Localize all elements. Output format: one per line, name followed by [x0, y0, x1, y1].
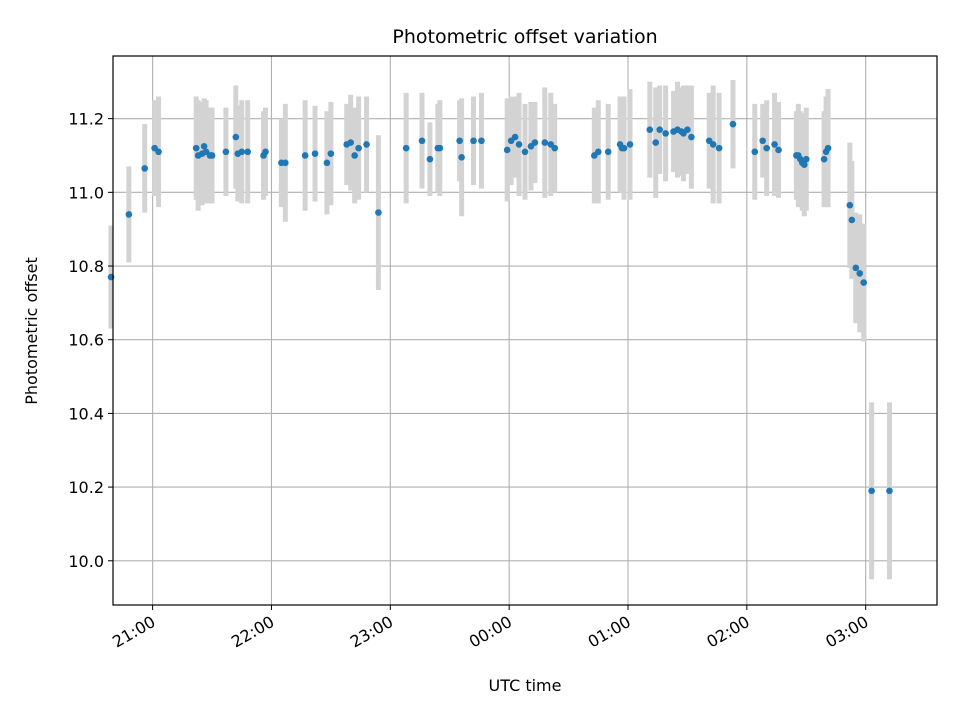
data-point	[200, 142, 208, 150]
data-point	[759, 137, 766, 145]
y-tick-label: 10.0	[68, 552, 104, 571]
data-point	[282, 159, 289, 167]
data-point	[436, 144, 444, 152]
data-point	[852, 264, 860, 272]
data-point	[800, 161, 808, 168]
data-point	[375, 209, 382, 216]
data-point	[301, 152, 309, 159]
data-point	[551, 144, 559, 152]
data-point	[656, 126, 663, 133]
data-point	[355, 144, 362, 152]
y-tick-label: 11.2	[68, 110, 104, 129]
data-point	[347, 139, 354, 146]
data-point	[646, 126, 654, 133]
data-point	[763, 144, 770, 152]
y-tick-label: 10.8	[68, 257, 104, 276]
data-point	[503, 146, 511, 154]
data-point	[511, 133, 519, 141]
y-tick-label: 11.0	[68, 183, 104, 202]
data-point	[868, 487, 875, 495]
data-point	[820, 155, 828, 163]
data-point	[232, 133, 240, 141]
data-point	[848, 216, 856, 224]
data-point	[402, 144, 410, 152]
data-point	[604, 148, 612, 156]
data-point	[886, 487, 893, 495]
data-point	[771, 141, 778, 148]
data-point	[141, 165, 148, 172]
data-point	[238, 148, 246, 156]
data-point	[363, 141, 370, 148]
y-tick-label: 10.2	[68, 478, 104, 497]
data-points	[107, 120, 893, 495]
data-point	[751, 148, 759, 156]
data-point	[662, 130, 669, 137]
data-point	[521, 148, 529, 156]
x-axis-title: UTC time	[489, 676, 562, 695]
data-point	[244, 148, 251, 156]
chart-title: Photometric offset variation	[392, 26, 657, 48]
y-tick-label: 10.4	[68, 404, 104, 423]
data-point	[531, 139, 539, 146]
data-point	[626, 141, 634, 148]
data-point	[688, 133, 695, 141]
data-point	[775, 146, 782, 154]
data-point	[709, 141, 717, 148]
data-point	[327, 150, 335, 157]
data-point	[729, 120, 737, 128]
data-point	[192, 144, 200, 152]
y-tick-label: 10.6	[68, 331, 104, 350]
data-point	[208, 152, 216, 159]
data-point	[802, 155, 810, 163]
data-point	[470, 137, 477, 145]
data-point	[824, 144, 832, 152]
data-point	[222, 148, 230, 156]
data-point	[846, 201, 854, 209]
data-point	[684, 126, 691, 133]
data-point	[620, 144, 628, 152]
data-point	[125, 211, 133, 218]
data-point	[715, 144, 723, 152]
data-point	[458, 154, 465, 161]
data-point	[652, 139, 660, 146]
data-point	[856, 270, 864, 277]
data-point	[478, 137, 485, 145]
data-point	[594, 148, 602, 156]
data-point	[323, 159, 331, 167]
y-axis-title: Photometric offset	[22, 257, 41, 405]
data-point	[515, 141, 523, 148]
data-point	[155, 148, 162, 156]
data-point	[351, 152, 358, 159]
data-point	[418, 137, 426, 145]
data-point	[541, 139, 549, 146]
data-point	[426, 155, 434, 163]
data-point	[262, 148, 269, 156]
data-point	[311, 150, 319, 157]
plot-frame	[112, 55, 938, 606]
data-point	[456, 137, 463, 145]
data-point	[860, 279, 868, 286]
